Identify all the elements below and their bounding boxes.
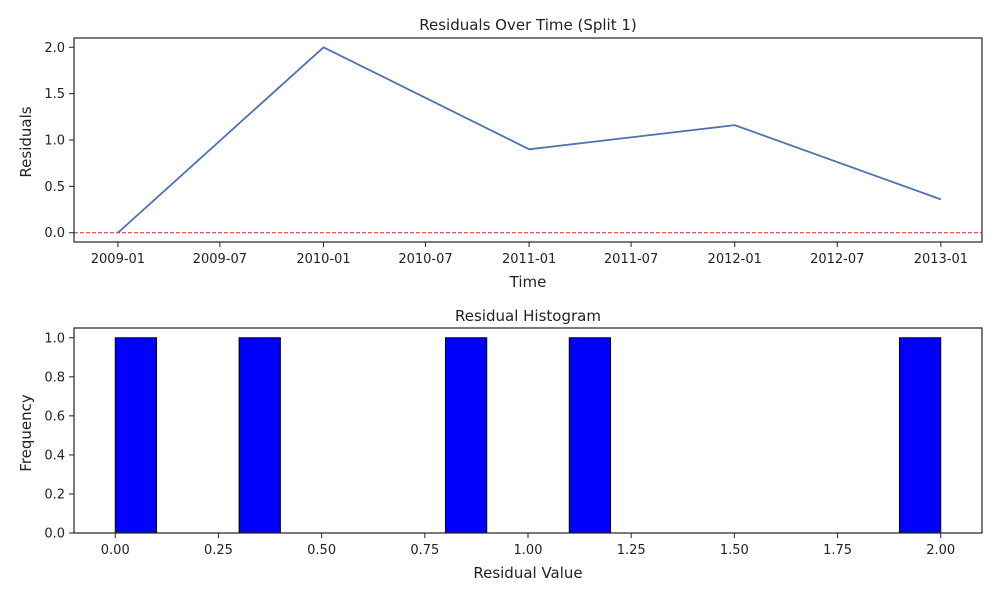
histogram-bar — [238, 337, 281, 534]
histogram-bar — [114, 337, 158, 534]
line-chart-xlabel: Time — [509, 273, 547, 291]
line-chart-ylabel: Residuals — [17, 106, 35, 177]
x-tick-label: 1.50 — [720, 543, 749, 558]
y-tick-label: 1.0 — [44, 134, 65, 149]
x-tick-label: 0.25 — [204, 543, 233, 558]
line-chart-frame — [73, 37, 983, 243]
x-tick-label: 1.75 — [823, 543, 852, 558]
y-tick-label: 0.2 — [44, 487, 65, 502]
y-tick-label: 0.5 — [44, 180, 65, 195]
histogram-bar — [444, 337, 488, 534]
x-tick-label: 0.00 — [101, 543, 130, 558]
histogram-ylabel: Frequency — [17, 394, 35, 472]
histogram-title: Residual Histogram — [455, 307, 601, 325]
x-tick-label: 2012-01 — [708, 252, 762, 267]
x-tick-label: 2009-01 — [91, 252, 145, 267]
histogram-xlabel: Residual Value — [473, 564, 582, 582]
x-tick-label: 2009-07 — [193, 252, 247, 267]
y-tick-label: 1.0 — [44, 331, 65, 346]
y-tick-label: 0.4 — [44, 448, 65, 463]
y-tick-label: 0.6 — [44, 409, 65, 424]
x-tick-label: 2011-01 — [502, 252, 556, 267]
residual-series-line — [117, 46, 942, 234]
x-tick-label: 0.50 — [307, 543, 336, 558]
x-tick-label: 2010-01 — [296, 252, 350, 267]
y-tick-label: 0.0 — [44, 226, 65, 241]
x-tick-label: 0.75 — [410, 543, 439, 558]
y-tick-label: 2.0 — [44, 41, 65, 56]
x-tick-label: 2010-07 — [398, 252, 452, 267]
line-chart-plot-area: 2009-01 2009-07 2010-01 2010-07 2011-01 2011-… — [44, 37, 983, 267]
x-tick-label: 2011-07 — [604, 252, 658, 267]
histogram-bar — [568, 337, 612, 534]
histogram-frame — [73, 327, 983, 534]
x-tick-label: 2013-01 — [914, 252, 968, 267]
y-tick-label: 0.8 — [44, 370, 65, 385]
x-tick-label: 2012-07 — [810, 252, 864, 267]
x-tick-label: 2.00 — [926, 543, 955, 558]
histogram-plot-area: 0.00 0.25 0.50 0.75 1.00 1.25 1.50 1.75 2.00 0.0 0… — [44, 327, 983, 558]
y-tick-label: 1.5 — [44, 87, 65, 102]
y-tick-label: 0.0 — [44, 527, 65, 542]
line-chart-title: Residuals Over Time (Split 1) — [419, 16, 637, 34]
x-tick-label: 1.25 — [617, 543, 646, 558]
histogram-bar — [898, 337, 942, 534]
x-tick-label: 1.00 — [514, 543, 543, 558]
